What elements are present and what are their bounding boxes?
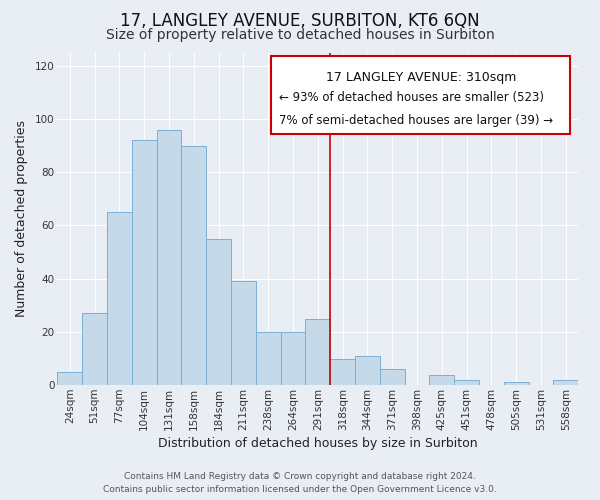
Bar bbox=[380, 369, 404, 385]
Bar bbox=[256, 332, 281, 385]
Bar bbox=[355, 356, 380, 385]
Bar bbox=[107, 212, 132, 385]
Bar bbox=[553, 380, 578, 385]
Bar bbox=[305, 318, 330, 385]
Bar bbox=[181, 146, 206, 385]
X-axis label: Distribution of detached houses by size in Surbiton: Distribution of detached houses by size … bbox=[158, 437, 478, 450]
Text: Size of property relative to detached houses in Surbiton: Size of property relative to detached ho… bbox=[106, 28, 494, 42]
Y-axis label: Number of detached properties: Number of detached properties bbox=[15, 120, 28, 318]
Bar bbox=[454, 380, 479, 385]
Bar bbox=[58, 372, 82, 385]
Bar bbox=[430, 374, 454, 385]
Bar bbox=[330, 358, 355, 385]
Text: ← 93% of detached houses are smaller (523): ← 93% of detached houses are smaller (52… bbox=[279, 91, 544, 104]
Bar bbox=[281, 332, 305, 385]
Bar bbox=[504, 382, 529, 385]
Text: 7% of semi-detached houses are larger (39) →: 7% of semi-detached houses are larger (3… bbox=[279, 114, 553, 127]
Text: 17 LANGLEY AVENUE: 310sqm: 17 LANGLEY AVENUE: 310sqm bbox=[326, 71, 516, 84]
Bar bbox=[231, 282, 256, 385]
Text: 17, LANGLEY AVENUE, SURBITON, KT6 6QN: 17, LANGLEY AVENUE, SURBITON, KT6 6QN bbox=[120, 12, 480, 30]
Bar bbox=[132, 140, 157, 385]
Bar bbox=[82, 314, 107, 385]
FancyBboxPatch shape bbox=[271, 56, 571, 134]
Bar bbox=[206, 239, 231, 385]
Text: Contains HM Land Registry data © Crown copyright and database right 2024.
Contai: Contains HM Land Registry data © Crown c… bbox=[103, 472, 497, 494]
Bar bbox=[157, 130, 181, 385]
